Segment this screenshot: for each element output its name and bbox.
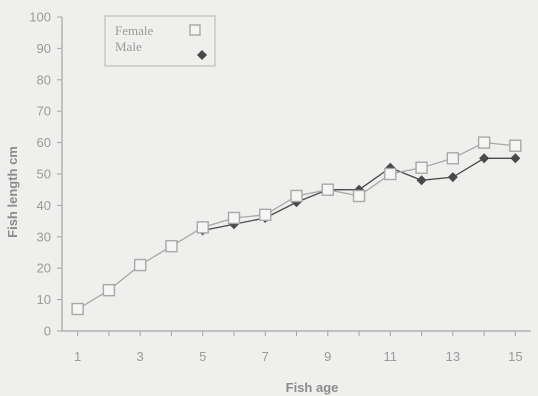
x-tick-label: 13 xyxy=(446,349,460,364)
x-tick-label: 3 xyxy=(137,349,144,364)
y-tick-label: 20 xyxy=(37,261,51,276)
y-tick-label: 80 xyxy=(37,72,51,87)
x-axis-title: Fish age xyxy=(286,380,339,395)
y-tick-label: 10 xyxy=(37,292,51,307)
data-point-female xyxy=(259,208,272,222)
legend-box xyxy=(104,15,216,67)
data-point-female xyxy=(321,183,334,196)
data-point-male xyxy=(416,175,427,186)
data-point-female xyxy=(290,189,303,203)
y-tick-label: 0 xyxy=(44,324,51,339)
series-layer xyxy=(71,136,522,316)
legend-marker-male xyxy=(197,50,207,60)
axes xyxy=(61,17,531,332)
x-axis-ticks: 1 3 5 7 9 11 13 15 xyxy=(74,331,523,364)
x-tick-label: 5 xyxy=(199,349,206,364)
data-point-female xyxy=(196,221,209,234)
data-point-male xyxy=(447,172,458,183)
data-point-female xyxy=(415,161,428,174)
data-point-female xyxy=(71,302,84,316)
y-tick-label: 50 xyxy=(37,167,51,182)
y-tick-label: 90 xyxy=(37,41,51,56)
legend-label-female: Female xyxy=(115,23,153,38)
data-point-female xyxy=(165,240,178,253)
data-point-female xyxy=(509,139,522,152)
data-point-male xyxy=(479,153,490,164)
x-tick-label: 15 xyxy=(508,349,522,364)
data-point-female xyxy=(102,283,116,297)
y-tick-label: 40 xyxy=(37,198,51,213)
y-tick-label: 70 xyxy=(37,104,51,119)
series-female xyxy=(71,136,522,316)
y-axis-title: Fish length cm xyxy=(5,146,20,238)
x-tick-label: 1 xyxy=(74,349,81,364)
x-tick-label: 11 xyxy=(384,349,398,364)
data-point-male xyxy=(510,153,521,164)
x-tick-label: 7 xyxy=(262,349,269,364)
x-tick-label: 9 xyxy=(324,349,331,364)
series-line-female xyxy=(77,141,516,310)
legend-marker-female xyxy=(189,24,201,36)
data-point-female xyxy=(133,258,147,272)
data-point-female xyxy=(477,136,491,149)
y-tick-label: 30 xyxy=(37,229,51,244)
data-point-female xyxy=(227,211,241,225)
y-axis-ticks: 0 10 20 30 40 50 60 70 80 90 100 xyxy=(29,10,62,339)
legend: Female Male xyxy=(104,15,216,67)
data-point-female xyxy=(446,152,460,165)
y-tick-label: 100 xyxy=(29,10,51,25)
data-point-female xyxy=(352,189,366,203)
data-point-female xyxy=(384,167,397,181)
legend-label-male: Male xyxy=(115,39,142,54)
y-tick-label: 60 xyxy=(37,135,51,150)
